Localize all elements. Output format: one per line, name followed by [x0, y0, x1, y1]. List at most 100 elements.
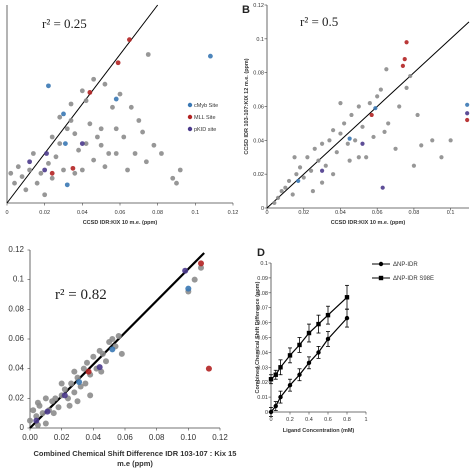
data-point-default — [58, 380, 65, 387]
data-point-circle — [316, 350, 321, 355]
y-tick-label: 0 — [265, 410, 268, 416]
y-tick-label: 0.02 — [8, 393, 24, 402]
data-point-cmyb — [61, 111, 66, 117]
x-tick-label: 0.06 — [117, 433, 133, 442]
data-point-default — [102, 81, 108, 87]
data-point-default — [34, 399, 41, 406]
data-point-default — [53, 154, 59, 160]
data-point-pkid — [44, 408, 51, 415]
data-point-default — [338, 131, 343, 136]
x-tick-label: 0.08 — [409, 210, 420, 216]
x-tick-label: 0.12 — [228, 210, 239, 216]
data-point-default — [42, 395, 49, 402]
data-point-mll — [115, 60, 121, 66]
data-point-default — [198, 264, 204, 271]
data-point-cmyb — [347, 136, 352, 141]
data-point-default — [61, 167, 66, 173]
y-tick-label: 0.08 — [8, 304, 24, 313]
data-point-cmyb — [465, 102, 470, 107]
y-tick-label: 0.02 — [257, 380, 268, 386]
data-point-cmyb — [185, 285, 192, 292]
y-tick-label: 0.08 — [253, 71, 264, 77]
y-tick-label: 0.1 — [260, 261, 268, 267]
data-point-default — [64, 126, 70, 132]
data-point-default — [117, 91, 123, 97]
data-point-mll — [400, 63, 405, 68]
data-point-mll — [205, 365, 212, 372]
y-tick-label: 0.06 — [8, 334, 24, 343]
x-tick-label: 0 — [265, 210, 268, 216]
data-point-default — [305, 155, 310, 160]
data-point-default — [76, 147, 81, 153]
x-tick-label: 0.06 — [115, 210, 126, 216]
data-point-default — [347, 158, 352, 163]
data-point-default — [61, 386, 68, 393]
data-point-mll — [465, 117, 470, 123]
data-point-square — [316, 321, 321, 327]
x-tick-label: 0 — [5, 210, 8, 216]
data-point-default — [386, 121, 391, 126]
y-axis-label: CCSD IDR 103-107:KIX 12 m.e. (ppm) — [244, 58, 250, 154]
x-tick-label: 1 — [364, 417, 367, 423]
data-point-pkid — [61, 392, 68, 399]
data-point-default — [439, 155, 444, 160]
data-point-default — [128, 104, 134, 110]
data-point-pkid — [182, 267, 189, 274]
data-point-default — [82, 380, 89, 387]
data-point-default — [71, 389, 78, 396]
x-axis-label: Ligand Concentration (mM) — [283, 428, 355, 434]
y-tick-label: 0.12 — [253, 3, 264, 9]
data-point-default — [331, 172, 336, 177]
legend-label: pKID site — [194, 127, 216, 133]
x-tick-label: 0 — [269, 417, 272, 423]
panel-letter: B — [242, 4, 250, 16]
data-point-mll — [49, 170, 55, 176]
data-point-default — [290, 192, 295, 197]
data-point-default — [72, 170, 78, 176]
data-point-circle — [287, 382, 293, 388]
data-point-square — [287, 353, 293, 358]
data-point-default — [404, 85, 409, 90]
data-point-default — [151, 142, 157, 148]
data-point-default — [419, 143, 424, 148]
data-point-default — [384, 67, 389, 72]
data-point-default — [371, 134, 376, 140]
data-point-default — [323, 163, 328, 168]
legend-marker-circle — [378, 261, 384, 267]
data-point-default — [83, 141, 89, 147]
data-point-default — [87, 121, 93, 127]
data-point-default — [338, 101, 343, 106]
data-point-default — [49, 134, 55, 140]
data-point-mll — [402, 57, 407, 62]
data-point-cmyb — [373, 106, 378, 111]
x-tick-label: 0.04 — [335, 210, 346, 216]
x-tick-label: 0.08 — [149, 433, 165, 442]
data-point-default — [80, 365, 87, 372]
data-point-default — [430, 138, 435, 143]
data-point-default — [367, 101, 372, 106]
r-squared-annotation: r² = 0.5 — [300, 14, 338, 29]
data-point-cmyb — [64, 182, 70, 188]
data-point-default — [57, 141, 63, 147]
data-point-mll — [70, 165, 76, 171]
data-point-mll — [87, 90, 93, 95]
data-point-circle — [268, 409, 274, 415]
data-point-default — [98, 142, 104, 148]
data-point-default — [411, 163, 417, 168]
data-point-default — [68, 101, 74, 107]
data-point-default — [382, 129, 387, 134]
data-point-circle — [273, 403, 278, 409]
data-point-default — [72, 131, 78, 137]
legend-label: ΔNP-IDR S98E — [393, 276, 434, 282]
data-point-default — [57, 114, 63, 120]
data-point-default — [90, 353, 97, 360]
data-point-default — [316, 158, 321, 163]
data-point-default — [110, 104, 115, 110]
data-point-default — [83, 98, 89, 104]
data-point-cmyb — [208, 53, 213, 59]
data-point-default — [143, 159, 149, 165]
data-point-default — [327, 138, 332, 143]
x-axis-label: CCSD IDR:KIX 10 m.e. (ppm) — [331, 220, 406, 226]
data-point-default — [312, 146, 317, 151]
data-point-pkid — [319, 168, 325, 173]
